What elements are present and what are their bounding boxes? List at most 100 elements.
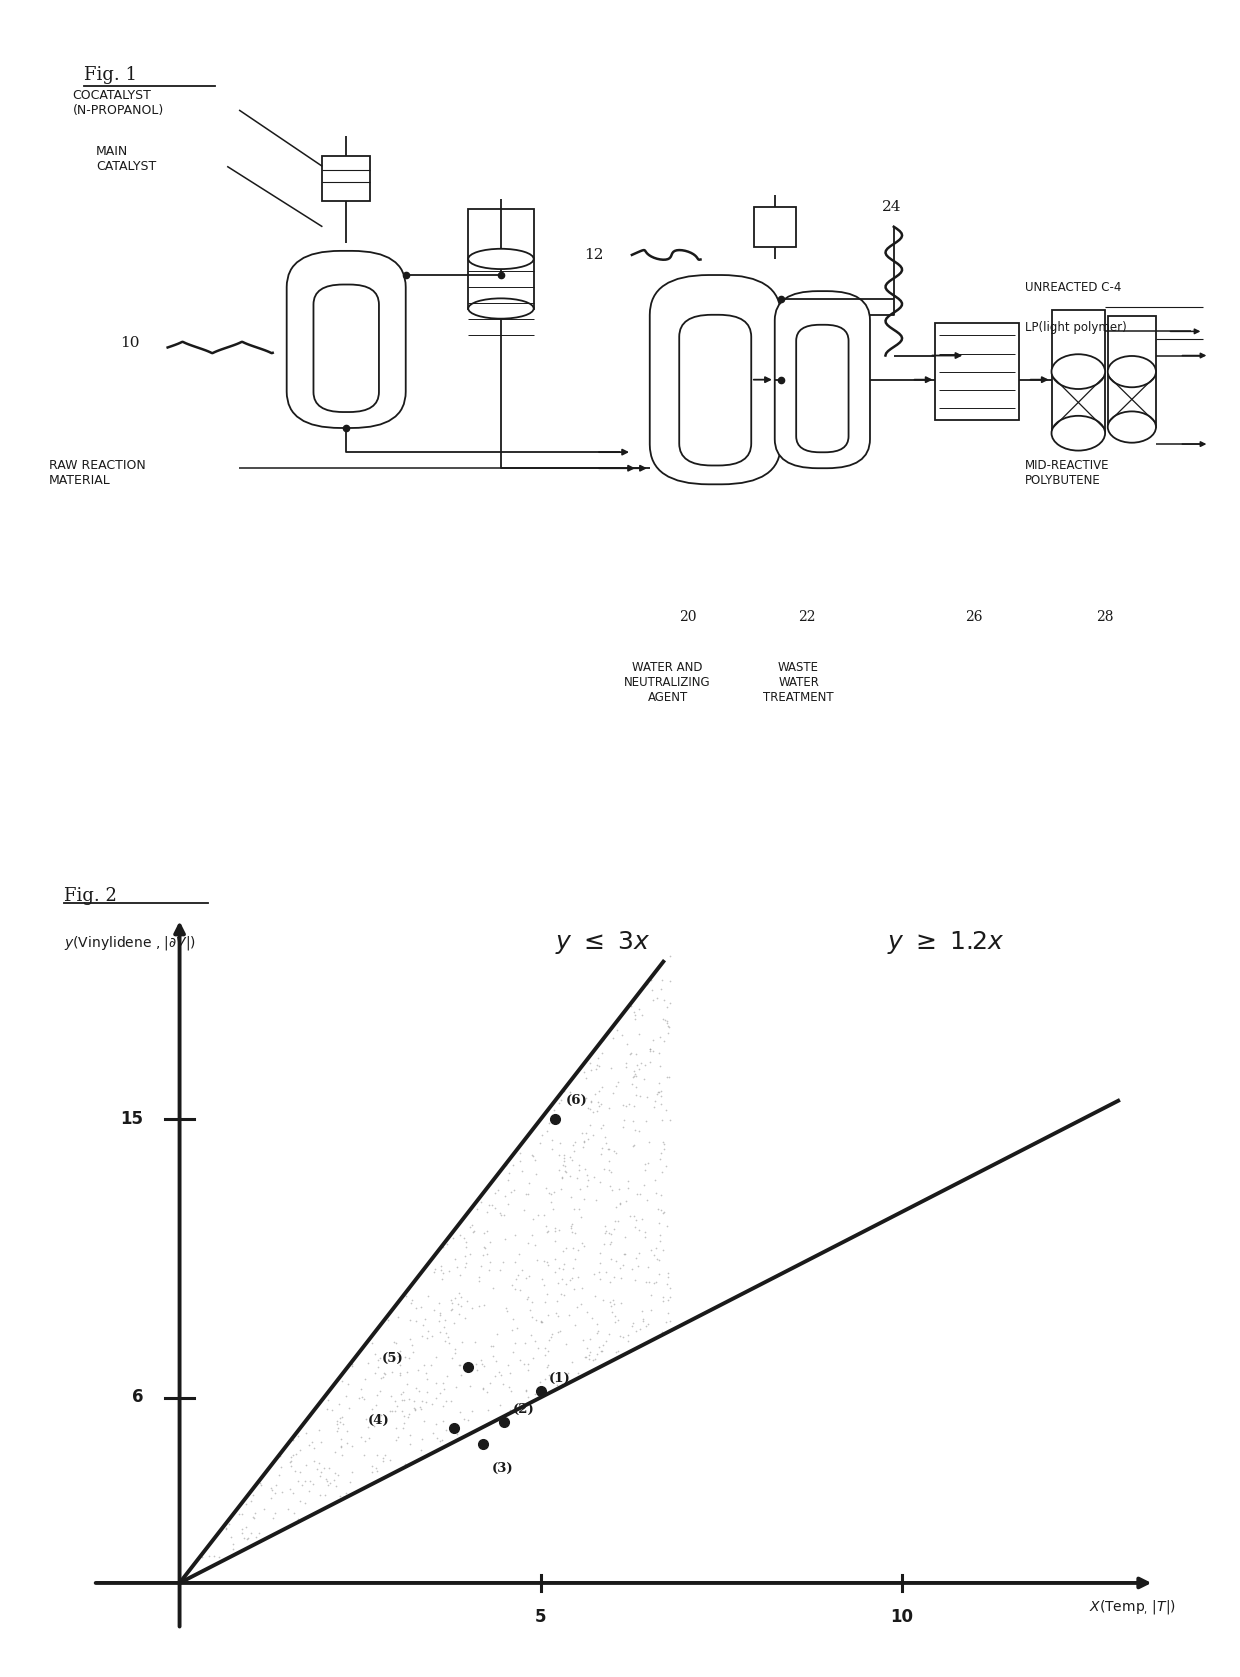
Point <box>609 1176 629 1202</box>
Point <box>331 1434 351 1461</box>
Point <box>443 1345 463 1372</box>
Point <box>424 1296 444 1323</box>
Point <box>552 1166 572 1192</box>
Point <box>281 1427 301 1454</box>
Point <box>434 1259 454 1286</box>
Point <box>565 1129 585 1155</box>
Point <box>223 1531 243 1558</box>
Point <box>455 1249 475 1276</box>
Point <box>371 1402 391 1429</box>
Point <box>625 1093 645 1120</box>
Point <box>587 1057 606 1083</box>
Point <box>651 1025 671 1051</box>
Point <box>632 1206 652 1233</box>
Bar <box>469 210 533 309</box>
Text: 20: 20 <box>680 610 697 624</box>
Point <box>641 966 661 993</box>
Point <box>553 1152 573 1179</box>
Point <box>476 1234 496 1261</box>
Point <box>355 1441 374 1467</box>
Point <box>513 1350 533 1377</box>
Point <box>636 1219 656 1246</box>
Point <box>560 1078 580 1105</box>
Point <box>616 1050 636 1077</box>
Point <box>560 1212 580 1239</box>
Point <box>441 1296 461 1323</box>
Point <box>652 1159 672 1186</box>
Point <box>624 998 644 1025</box>
Point <box>640 1036 660 1063</box>
Point <box>634 1065 653 1092</box>
Point <box>365 1414 384 1441</box>
Point <box>485 1194 505 1221</box>
Point <box>549 1216 569 1243</box>
Point <box>579 1167 599 1194</box>
Point <box>538 1301 558 1328</box>
Point <box>601 1298 621 1325</box>
Point <box>634 1308 653 1335</box>
Point <box>296 1419 316 1446</box>
Point <box>605 1137 625 1164</box>
Point <box>332 1442 352 1469</box>
Point <box>304 1447 324 1474</box>
Point <box>642 976 662 1003</box>
Point <box>330 1482 350 1509</box>
Point <box>552 1370 572 1397</box>
Point <box>515 1330 534 1357</box>
Point <box>577 1298 596 1325</box>
Point <box>233 1519 253 1546</box>
Point <box>626 1244 646 1271</box>
Point <box>614 1325 634 1352</box>
Point <box>629 1119 649 1145</box>
Point <box>577 1172 596 1199</box>
Point <box>310 1451 330 1477</box>
Point <box>625 1266 645 1293</box>
Point <box>281 1447 301 1474</box>
Point <box>649 1078 668 1105</box>
Point <box>649 1211 668 1238</box>
Point <box>534 1335 554 1362</box>
Point <box>439 1330 459 1357</box>
Point <box>613 1021 632 1048</box>
Point <box>532 1306 552 1333</box>
Point <box>522 1303 542 1330</box>
Point <box>413 1311 433 1338</box>
Point <box>243 1503 263 1529</box>
Point <box>210 1543 229 1570</box>
Point <box>474 1233 494 1259</box>
Point <box>543 1196 563 1223</box>
Point <box>569 1157 589 1184</box>
Point <box>660 1308 680 1335</box>
Point <box>317 1467 337 1494</box>
Point <box>552 1164 572 1191</box>
Text: 12: 12 <box>584 248 604 262</box>
Point <box>474 1375 494 1402</box>
Point <box>565 1219 585 1246</box>
Point <box>384 1399 404 1425</box>
Point <box>596 1328 616 1355</box>
Point <box>392 1387 412 1414</box>
Point <box>340 1395 360 1422</box>
Text: $\mathit{y}$(Vinylidene , |$\mathit{\partial V}$|): $\mathit{y}$(Vinylidene , |$\mathit{\par… <box>64 934 196 953</box>
Point <box>407 1375 427 1402</box>
Point <box>615 1241 635 1268</box>
Point <box>432 1266 451 1293</box>
Point <box>577 1343 596 1370</box>
Point <box>290 1437 310 1464</box>
Point <box>325 1459 345 1486</box>
Point <box>450 1221 470 1248</box>
Point <box>629 1055 649 1082</box>
Point <box>386 1415 405 1442</box>
Point <box>448 1254 467 1281</box>
Point <box>652 1288 672 1315</box>
Point <box>441 1296 461 1323</box>
Point <box>471 1347 491 1373</box>
Point <box>625 1117 645 1144</box>
Point <box>601 1293 621 1320</box>
Point <box>326 1489 346 1516</box>
Point <box>329 1390 348 1417</box>
Point <box>649 1070 668 1097</box>
Point <box>585 1080 605 1107</box>
Point <box>594 1231 614 1258</box>
Point <box>241 1487 260 1514</box>
